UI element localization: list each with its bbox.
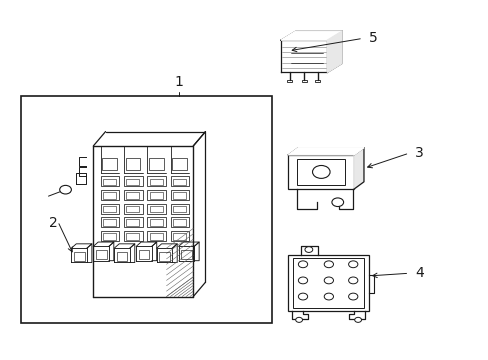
Bar: [96, 250, 106, 259]
Bar: [288, 255, 368, 311]
Bar: [126, 233, 139, 239]
Bar: [147, 217, 165, 227]
Circle shape: [298, 277, 307, 284]
Bar: [170, 231, 189, 241]
Bar: [297, 159, 345, 185]
Bar: [101, 204, 119, 214]
Bar: [103, 233, 116, 239]
Circle shape: [348, 261, 357, 268]
Circle shape: [331, 198, 343, 207]
Bar: [126, 192, 139, 199]
Bar: [102, 158, 117, 170]
Bar: [150, 206, 162, 212]
Bar: [170, 204, 189, 214]
Circle shape: [295, 318, 302, 322]
Bar: [74, 252, 84, 261]
Polygon shape: [288, 148, 363, 155]
Bar: [173, 233, 185, 239]
Bar: [101, 217, 119, 227]
Bar: [149, 158, 163, 170]
Bar: [101, 176, 119, 186]
Bar: [173, 192, 185, 199]
Polygon shape: [327, 31, 341, 72]
Bar: [103, 220, 116, 226]
Bar: [147, 231, 165, 241]
Bar: [302, 80, 306, 82]
Circle shape: [298, 261, 307, 268]
Bar: [124, 204, 142, 214]
Bar: [139, 250, 149, 259]
Bar: [147, 190, 165, 200]
Bar: [103, 192, 116, 199]
Circle shape: [354, 318, 361, 322]
Text: 4: 4: [414, 266, 423, 280]
Bar: [126, 206, 139, 212]
Polygon shape: [281, 31, 341, 40]
Text: 3: 3: [414, 146, 423, 160]
Bar: [315, 80, 320, 82]
Circle shape: [60, 185, 71, 194]
Text: 5: 5: [368, 31, 377, 45]
Bar: [101, 190, 119, 200]
Circle shape: [348, 293, 357, 300]
Text: 2: 2: [49, 216, 58, 230]
Bar: [170, 176, 189, 186]
Bar: [124, 190, 142, 200]
Bar: [124, 231, 142, 241]
Circle shape: [324, 293, 333, 300]
Bar: [150, 233, 162, 239]
Bar: [173, 179, 185, 185]
Bar: [150, 179, 162, 185]
Bar: [126, 179, 139, 185]
Bar: [147, 204, 165, 214]
Bar: [288, 155, 353, 189]
Bar: [117, 252, 127, 261]
Bar: [159, 252, 169, 261]
Bar: [126, 220, 139, 226]
Bar: [181, 250, 191, 259]
Bar: [101, 231, 119, 241]
Bar: [150, 220, 162, 226]
Polygon shape: [353, 148, 363, 189]
Bar: [103, 179, 116, 185]
Bar: [125, 158, 140, 170]
Bar: [147, 176, 165, 186]
Bar: [173, 206, 185, 212]
Circle shape: [305, 247, 312, 252]
Bar: [287, 80, 292, 82]
Circle shape: [324, 261, 333, 268]
Circle shape: [324, 277, 333, 284]
Circle shape: [298, 293, 307, 300]
Bar: [172, 158, 186, 170]
Bar: [293, 258, 363, 308]
Bar: [124, 217, 142, 227]
Bar: [21, 96, 272, 323]
Bar: [170, 190, 189, 200]
Bar: [173, 220, 185, 226]
Text: 1: 1: [174, 75, 183, 89]
Bar: [150, 192, 162, 199]
Circle shape: [348, 277, 357, 284]
Bar: [103, 206, 116, 212]
Bar: [170, 217, 189, 227]
Bar: [124, 176, 142, 186]
